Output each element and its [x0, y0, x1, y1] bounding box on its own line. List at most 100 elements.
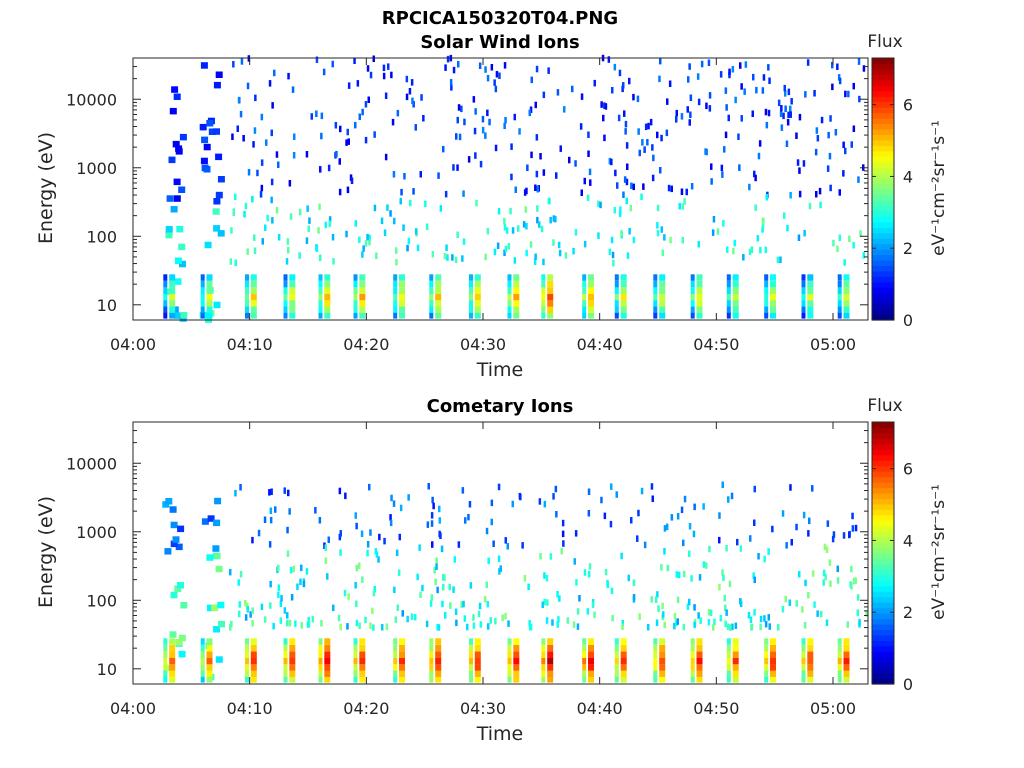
heatmap-cell: [749, 535, 752, 542]
heatmap-cell: [215, 71, 223, 78]
heatmap-cell: [302, 580, 306, 588]
colorbar-segment: [872, 443, 894, 450]
heatmap-cell: [614, 169, 617, 177]
heatmap-cell: [163, 306, 168, 313]
heatmap-cell: [399, 670, 405, 677]
heatmap-cell: [740, 83, 743, 90]
heatmap-cell: [764, 644, 769, 652]
heatmap-cell: [448, 583, 451, 591]
colorbar-tick-label: 2: [903, 603, 913, 622]
heatmap-cell: [206, 554, 214, 561]
colorbar-segment: [872, 194, 894, 201]
heatmap-cell: [474, 676, 481, 683]
heatmap-cell: [759, 615, 763, 623]
colorbar-title: Flux: [867, 396, 902, 416]
heatmap-cell: [767, 548, 770, 555]
heatmap-cell: [338, 533, 342, 541]
heatmap-cell: [382, 72, 386, 80]
heatmap-cell: [318, 293, 323, 301]
heatmap-cell: [534, 101, 537, 109]
heatmap-cell: [350, 177, 354, 184]
heatmap-cell: [732, 657, 739, 665]
heatmap-cell: [358, 236, 361, 243]
heatmap-cell: [169, 287, 176, 294]
colorbar-segment: [872, 585, 894, 592]
heatmap-cell: [239, 570, 243, 578]
heatmap-cell: [726, 623, 730, 630]
heatmap-cell: [807, 280, 814, 288]
heatmap-cell: [659, 280, 666, 288]
heatmap-cell: [801, 606, 804, 613]
heatmap-cell: [541, 601, 544, 608]
heatmap-cell: [474, 108, 477, 115]
heatmap-cell: [393, 664, 398, 671]
heatmap-cell: [473, 127, 477, 135]
heatmap-cell: [630, 517, 633, 524]
heatmap-cell: [298, 208, 302, 216]
heatmap-cell: [527, 583, 530, 591]
heatmap-cell: [666, 564, 670, 572]
heatmap-cell: [690, 575, 693, 582]
heatmap-cell: [435, 563, 438, 570]
heatmap-cell: [164, 288, 171, 296]
heatmap-cell: [212, 545, 220, 552]
heatmap-cell: [582, 306, 587, 313]
heatmap-cell: [571, 85, 574, 93]
heatmap-cell: [286, 526, 289, 534]
heatmap-cell: [289, 676, 296, 683]
heatmap-cell: [394, 616, 397, 623]
heatmap-cell: [474, 306, 481, 313]
x-tick-label: 04:20: [343, 699, 389, 718]
heatmap-cell: [513, 113, 516, 121]
heatmap-cell: [353, 287, 358, 294]
heatmap-cell: [807, 591, 810, 599]
heatmap-cell: [653, 651, 658, 658]
colorbar-segment: [872, 596, 894, 603]
heatmap-cell: [436, 586, 439, 594]
heatmap-cell: [556, 621, 559, 628]
heatmap-cell: [507, 657, 512, 665]
heatmap-cell: [292, 565, 295, 573]
heatmap-cell: [753, 170, 756, 178]
heatmap-cell: [621, 620, 624, 627]
heatmap-cell: [358, 562, 361, 569]
heatmap-cell: [513, 312, 520, 319]
heatmap-cell: [807, 274, 814, 281]
heatmap-cell: [290, 594, 294, 601]
heatmap-cell: [456, 231, 459, 238]
heatmap-cell: [513, 293, 520, 301]
heatmap-cell: [530, 76, 533, 84]
heatmap-cell: [474, 312, 481, 319]
heatmap-cell: [620, 300, 627, 307]
heatmap-cell: [254, 94, 257, 102]
heatmap-cell: [844, 90, 847, 98]
heatmap-cell: [692, 530, 696, 538]
heatmap-cell: [318, 287, 323, 294]
heatmap-cell: [795, 523, 798, 531]
heatmap-cell: [163, 664, 168, 671]
heatmap-cell: [770, 638, 776, 645]
heatmap-cell: [659, 300, 666, 307]
heatmap-cell: [612, 259, 615, 267]
heatmap-cell: [620, 651, 627, 658]
heatmap-cell: [724, 131, 728, 139]
heatmap-cell: [653, 644, 658, 652]
heatmap-cell: [722, 574, 725, 581]
heatmap-cell: [797, 234, 801, 241]
heatmap-cell: [373, 585, 376, 593]
heatmap-cell: [245, 657, 249, 665]
heatmap-cell: [369, 622, 372, 629]
heatmap-cell: [795, 132, 798, 139]
heatmap-cell: [513, 664, 520, 671]
heatmap-cell: [517, 225, 520, 232]
heatmap-cell: [696, 651, 703, 658]
heatmap-cell: [245, 670, 249, 677]
heatmap-cell: [813, 601, 816, 608]
heatmap-cell: [852, 577, 856, 585]
heatmap-cell: [251, 620, 254, 627]
heatmap-cell: [728, 68, 731, 76]
heatmap-cell: [696, 670, 703, 677]
heatmap-cell: [807, 664, 814, 671]
heatmap-cell: [509, 207, 512, 215]
